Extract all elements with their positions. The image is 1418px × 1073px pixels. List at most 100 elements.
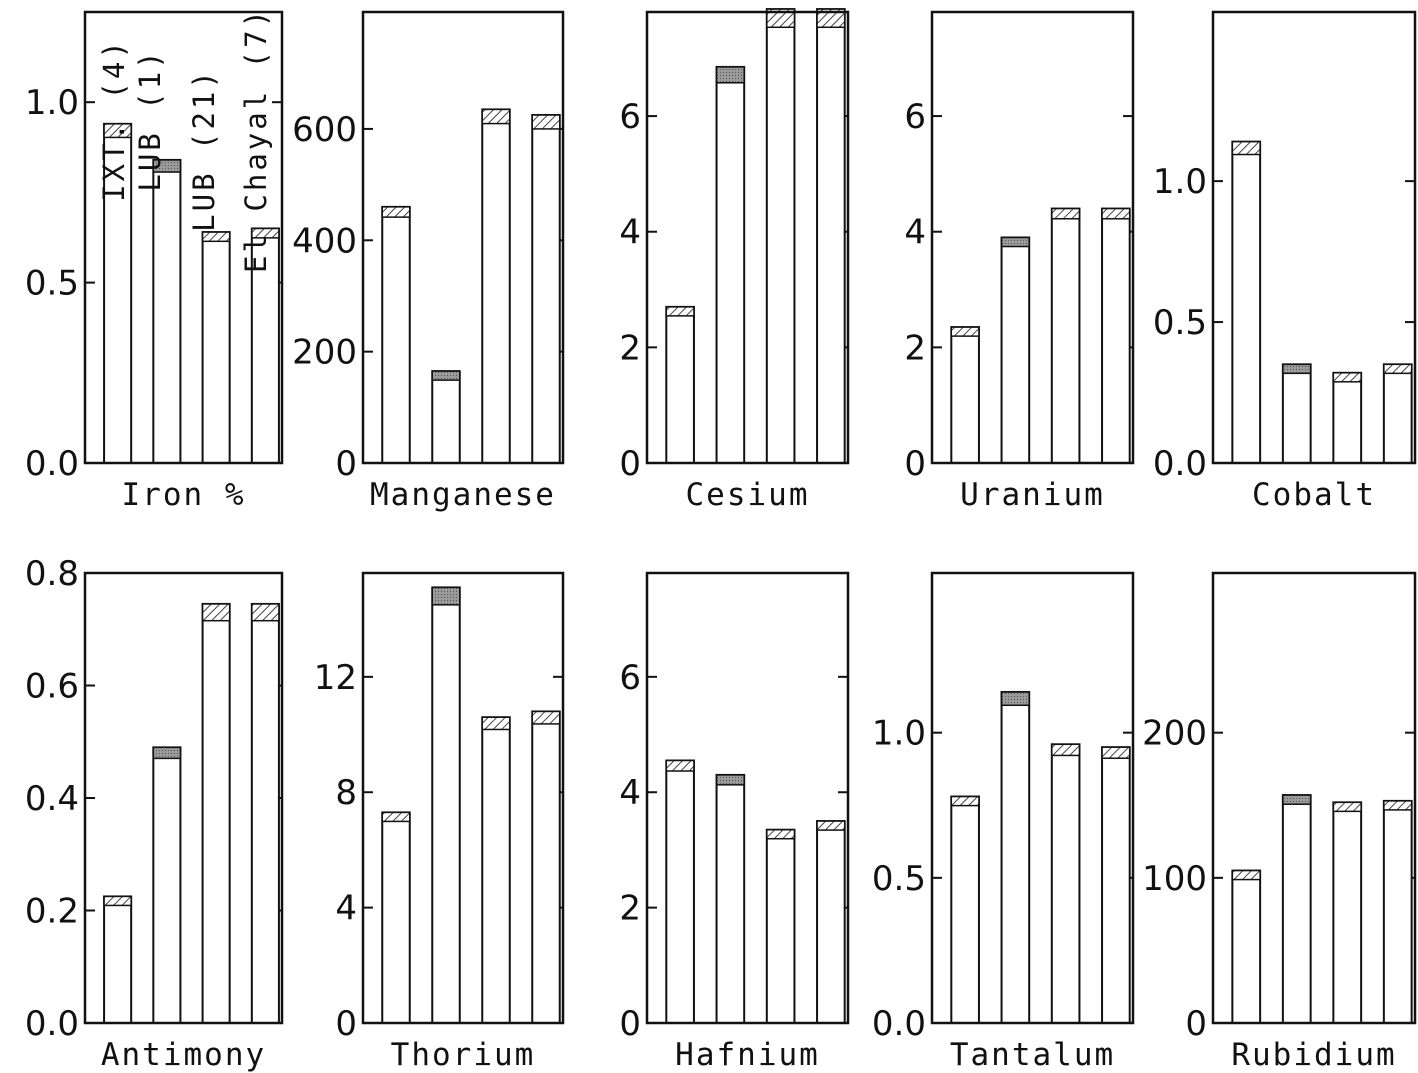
- panel-label: Manganese: [370, 477, 556, 513]
- bar-error-band: [816, 8, 846, 29]
- bar: [1281, 794, 1312, 1025]
- y-tick-label: 4: [619, 213, 641, 253]
- bar: [816, 8, 846, 464]
- panel-frame: [83, 10, 284, 465]
- bar: [531, 114, 561, 465]
- panel-label: Rubidium: [1231, 1037, 1396, 1073]
- panel-frame: [1211, 10, 1417, 465]
- y-tick-label: 1.0: [872, 714, 926, 754]
- y-tick-label: 0.2: [25, 892, 79, 932]
- bar: [1281, 363, 1312, 464]
- y-tick-label: 0: [904, 444, 926, 484]
- bar-error-band: [201, 231, 231, 243]
- bar: [1101, 207, 1131, 464]
- legend-entry-lub-21: LUB (21): [187, 68, 221, 232]
- y-tick-label: 8: [335, 773, 357, 813]
- bar-error-band: [531, 114, 561, 130]
- panel-frame: [645, 10, 850, 465]
- y-tick-label: 6: [619, 97, 641, 137]
- panel-label: Thorium: [391, 1037, 536, 1073]
- bar: [250, 227, 280, 464]
- bar-error-band: [715, 66, 745, 84]
- bar: [715, 773, 746, 1025]
- bar: [1382, 799, 1413, 1024]
- panel-uranium: 0 2 4 6 Uranium: [904, 10, 1135, 513]
- bar-error-band: [201, 603, 231, 622]
- panel-frame: [361, 571, 565, 1025]
- panel-frame: [930, 10, 1135, 465]
- y-tick-label: 0.8: [25, 554, 79, 594]
- bar-error-band: [766, 828, 796, 840]
- bar: [481, 108, 511, 465]
- panel-label: Cobalt: [1252, 477, 1376, 513]
- bar-error-band: [1282, 794, 1312, 805]
- panel-label: Antimony: [101, 1037, 266, 1073]
- bar-error-band: [1101, 207, 1131, 220]
- bar: [152, 746, 182, 1024]
- y-tick-label: 200: [292, 333, 357, 373]
- bar-error-band: [1051, 743, 1081, 757]
- panel-label: Uranium: [960, 477, 1105, 513]
- bar: [381, 811, 411, 1025]
- y-tick-label: 0: [1185, 1004, 1207, 1044]
- legend-entry-ixt: IXT. (4): [97, 38, 131, 202]
- y-tick-label: 4: [619, 773, 641, 813]
- bar-error-band: [816, 820, 846, 831]
- bar: [481, 716, 511, 1024]
- bar: [765, 8, 796, 464]
- y-tick-label: 0.0: [1153, 444, 1207, 484]
- bar: [1231, 140, 1262, 464]
- bar: [152, 158, 182, 464]
- bar-error-band: [381, 206, 411, 218]
- y-tick-label: 200: [1142, 714, 1207, 754]
- panel-frame: [645, 571, 850, 1025]
- bar: [201, 231, 231, 464]
- bar-error-band: [431, 586, 461, 606]
- bar-error-band: [1383, 363, 1413, 375]
- bar: [1050, 743, 1081, 1025]
- bar: [1332, 371, 1363, 464]
- bar: [1101, 746, 1131, 1024]
- panel-label: Iron %: [122, 477, 246, 513]
- bar: [715, 65, 746, 465]
- bar: [381, 205, 411, 464]
- bar-error-band: [431, 370, 461, 381]
- y-tick-label: 0: [335, 1004, 357, 1044]
- y-tick-label: 6: [904, 97, 926, 137]
- panel-frame: [1211, 571, 1417, 1025]
- y-tick-label: 0.5: [1153, 303, 1207, 343]
- y-tick-label: 0: [335, 444, 357, 484]
- bar-error-band: [1332, 372, 1362, 383]
- bar: [531, 710, 561, 1024]
- bar: [1382, 363, 1413, 464]
- panel-frame: [930, 571, 1135, 1025]
- bar: [1332, 801, 1363, 1025]
- bar-error-band: [103, 895, 132, 907]
- legend-entry-el-chayal: El Chayal (7): [239, 7, 273, 273]
- y-tick-label: 0.4: [25, 779, 79, 819]
- bar: [1050, 207, 1081, 464]
- y-tick-label: 1.0: [1153, 162, 1207, 202]
- bar-error-band: [1051, 207, 1081, 220]
- bar-error-band: [715, 774, 745, 786]
- bar: [816, 820, 846, 1024]
- bar-error-band: [251, 227, 280, 239]
- bar: [103, 895, 133, 1024]
- y-tick-label: 0.0: [25, 444, 79, 484]
- bar: [1000, 236, 1031, 464]
- bar: [665, 759, 695, 1024]
- bar-error-band: [1101, 746, 1131, 759]
- y-tick-label: 0: [619, 1004, 641, 1044]
- y-tick-label: 0.5: [872, 859, 926, 899]
- panel-antimony: 0.0 0.2 0.4 0.6 0.8 Antimony: [25, 554, 284, 1073]
- bar: [665, 305, 695, 464]
- bar-error-band: [481, 108, 511, 125]
- bar-error-band: [481, 716, 511, 731]
- bar-error-band: [665, 306, 695, 317]
- bar-error-band: [531, 710, 561, 725]
- panel-frame: [83, 571, 284, 1025]
- y-tick-label: 4: [904, 213, 926, 253]
- panel-hafnium: 0 2 4 6 Hafnium: [619, 571, 850, 1073]
- bar: [431, 370, 461, 465]
- bar-error-band: [381, 811, 411, 823]
